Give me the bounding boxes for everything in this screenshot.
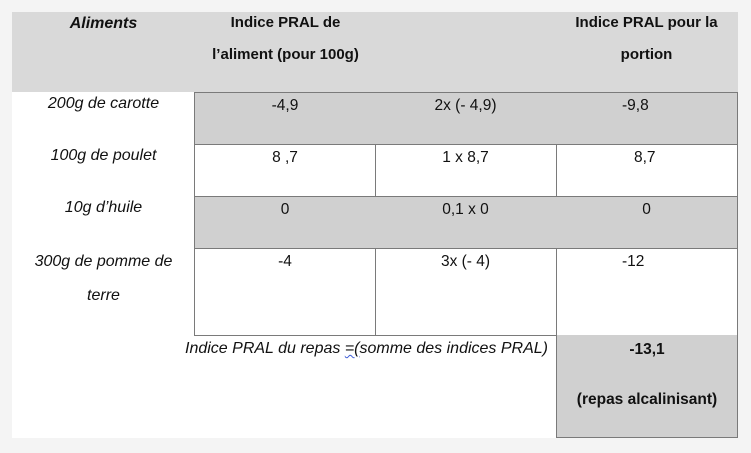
table-cell-pral: -4,9	[194, 92, 376, 145]
header-indice-aliment-line1: Indice PRAL de	[230, 14, 341, 31]
table-cell-portion: -9,8	[556, 92, 738, 145]
total-label-part: Indice PRAL du repas	[185, 340, 345, 357]
table-cell-portion: 8,7	[556, 144, 738, 197]
header-indice-portion-line2: portion	[620, 46, 673, 63]
food-label-pomme-line1: 300g de pomme de	[34, 253, 173, 270]
spellcheck-squiggle: =(	[344, 340, 360, 357]
table-cell-portion: 0	[556, 196, 738, 249]
total-value: -13,1	[629, 341, 665, 358]
table-cell-calc: 1 x 8,7	[375, 144, 557, 197]
table-header-row	[12, 12, 738, 92]
food-label-carotte: 200g de carotte	[47, 95, 160, 112]
total-label: Indice PRAL du repas =(somme des indices…	[112, 338, 548, 360]
total-note: (repas alcalinisant)	[576, 391, 718, 408]
header-aliments: Aliments	[69, 15, 138, 32]
table-cell-pral: -4	[194, 248, 376, 336]
food-label-poulet: 100g de poulet	[50, 147, 157, 164]
table-cell-calc: 3x (- 4)	[375, 248, 557, 336]
pral-table: Aliments Indice PRAL de l’aliment (pour …	[12, 12, 738, 438]
header-indice-aliment-line2: l’aliment (pour 100g)	[212, 46, 359, 63]
table-cell-calc: 0,1 x 0	[375, 196, 557, 249]
table-cell-calc: 2x (- 4,9)	[375, 92, 557, 145]
food-label-pomme-line2: terre	[87, 287, 120, 304]
table-cell-pral: 8 ,7	[194, 144, 376, 197]
total-cell: -13,1 (repas alcalinisant)	[556, 335, 738, 438]
table-cell-portion: -12	[556, 248, 738, 336]
food-label-huile: 10g d’huile	[64, 199, 143, 216]
table-cell-pral: 0	[194, 196, 376, 249]
total-label-part: somme des indices PRAL)	[359, 340, 548, 357]
header-indice-portion-line1: Indice PRAL pour la	[575, 14, 718, 31]
